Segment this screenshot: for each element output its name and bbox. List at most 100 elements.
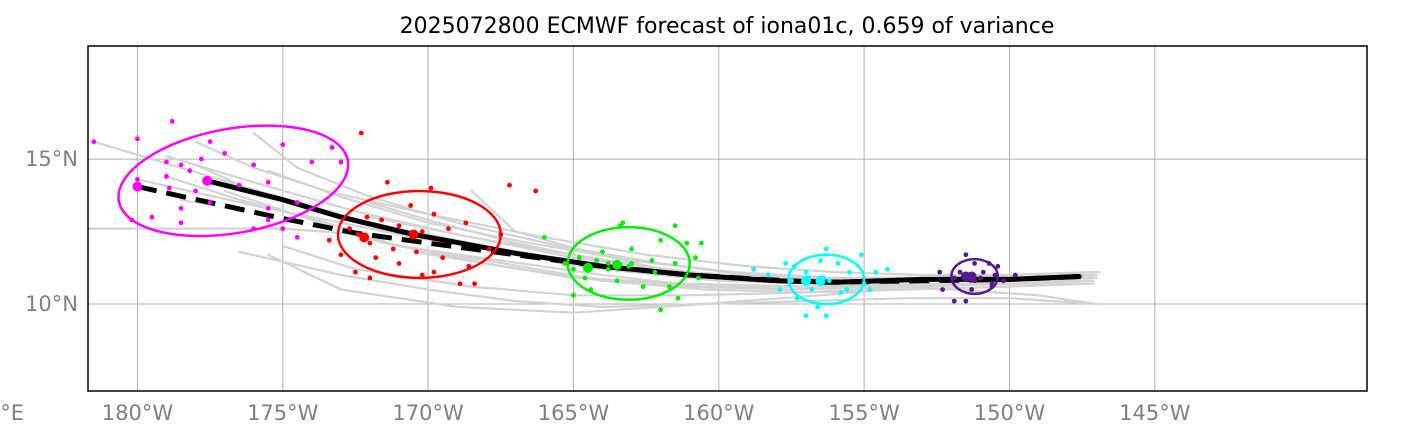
member-point: [379, 217, 384, 223]
member-point: [672, 223, 678, 229]
member-point: [166, 185, 172, 191]
x-tick-label: 160°W: [683, 401, 755, 425]
member-point: [347, 226, 353, 232]
deterministic-position: [132, 181, 143, 192]
member-point: [236, 182, 242, 188]
mean-tracks: [136, 178, 1082, 285]
member-point: [867, 287, 873, 292]
ensemble-track: [470, 189, 1098, 282]
member-point: [873, 269, 879, 275]
member-point: [576, 255, 582, 261]
member-point: [431, 269, 437, 275]
member-point: [969, 287, 975, 292]
member-point: [431, 211, 437, 217]
mean-position: [202, 175, 213, 186]
member-point: [207, 139, 213, 145]
member-point: [198, 156, 204, 162]
member-point: [440, 255, 446, 261]
member-point: [178, 162, 184, 168]
member-point: [358, 130, 364, 136]
member-point: [649, 258, 655, 263]
member-point: [675, 295, 681, 301]
member-point: [562, 261, 568, 266]
member-point: [783, 261, 789, 266]
member-point: [533, 188, 539, 194]
member-point: [838, 290, 844, 295]
uncertainty-ellipse: [117, 124, 350, 238]
member-point: [937, 269, 943, 275]
member-point: [91, 139, 97, 145]
member-point: [626, 263, 632, 269]
deterministic-position: [800, 275, 811, 286]
x-tick-label: 170°W: [392, 401, 464, 425]
uncertainty-ellipse: [566, 225, 691, 301]
member-point: [666, 284, 672, 290]
ensemble-track: [238, 250, 1098, 308]
member-point: [353, 269, 358, 275]
member-point: [826, 278, 832, 284]
member-point: [620, 220, 626, 226]
member-point: [1012, 272, 1018, 278]
member-point: [385, 179, 390, 185]
member-point: [294, 200, 300, 205]
member-point: [614, 278, 620, 284]
member-point: [571, 292, 576, 298]
member-point: [571, 266, 576, 272]
member-point: [164, 159, 169, 165]
member-point: [600, 249, 605, 255]
uncertainty-ellipses: [117, 124, 1000, 306]
y-axis-ticks: 10°N 15°N: [25, 147, 78, 316]
member-point: [951, 275, 957, 281]
member-point: [373, 255, 379, 261]
member-point: [367, 275, 373, 281]
member-point: [1001, 278, 1007, 284]
member-point: [541, 234, 547, 240]
mean-position: [612, 259, 623, 270]
member-point: [693, 255, 698, 261]
member-point: [847, 269, 852, 275]
ensemble-tracks: [88, 131, 1101, 314]
member-point: [77, 226, 82, 231]
member-point: [972, 261, 977, 266]
member-point: [858, 252, 864, 258]
member-point: [222, 150, 228, 156]
member-point: [414, 249, 419, 255]
member-point: [187, 168, 193, 174]
member-point: [329, 145, 335, 150]
member-point: [408, 203, 414, 208]
member-point: [698, 240, 704, 246]
member-point: [658, 237, 664, 243]
member-point: [765, 272, 771, 278]
member-point: [309, 159, 315, 165]
x-tick-label: 175°W: [247, 401, 319, 425]
member-point: [605, 266, 611, 272]
member-point: [149, 214, 155, 220]
y-tick-label: 10°N: [25, 292, 78, 316]
uncertainty-ellipse: [787, 253, 866, 306]
deterministic-position: [359, 232, 370, 243]
member-point: [835, 261, 841, 266]
member-point: [135, 136, 140, 142]
member-point: [977, 275, 983, 281]
member-point: [280, 142, 286, 147]
member-point: [463, 220, 469, 226]
mean-position: [815, 275, 826, 286]
member-point: [280, 226, 286, 232]
member-point: [823, 313, 829, 319]
member-point: [507, 182, 512, 188]
member-point: [672, 261, 678, 266]
member-point: [940, 287, 946, 292]
member-point: [803, 269, 809, 275]
member-point: [957, 269, 963, 275]
member-point: [135, 176, 140, 182]
member-point: [338, 252, 344, 258]
member-point: [419, 229, 425, 234]
member-point: [457, 281, 463, 287]
member-point: [207, 200, 213, 205]
uncertainty-ellipse: [336, 189, 503, 280]
member-point: [178, 220, 184, 226]
chart-title: 2025072800 ECMWF forecast of iona01c, 0.…: [400, 14, 1055, 39]
member-point: [652, 269, 658, 275]
member-point: [338, 159, 344, 165]
mean-track: [204, 178, 1082, 285]
